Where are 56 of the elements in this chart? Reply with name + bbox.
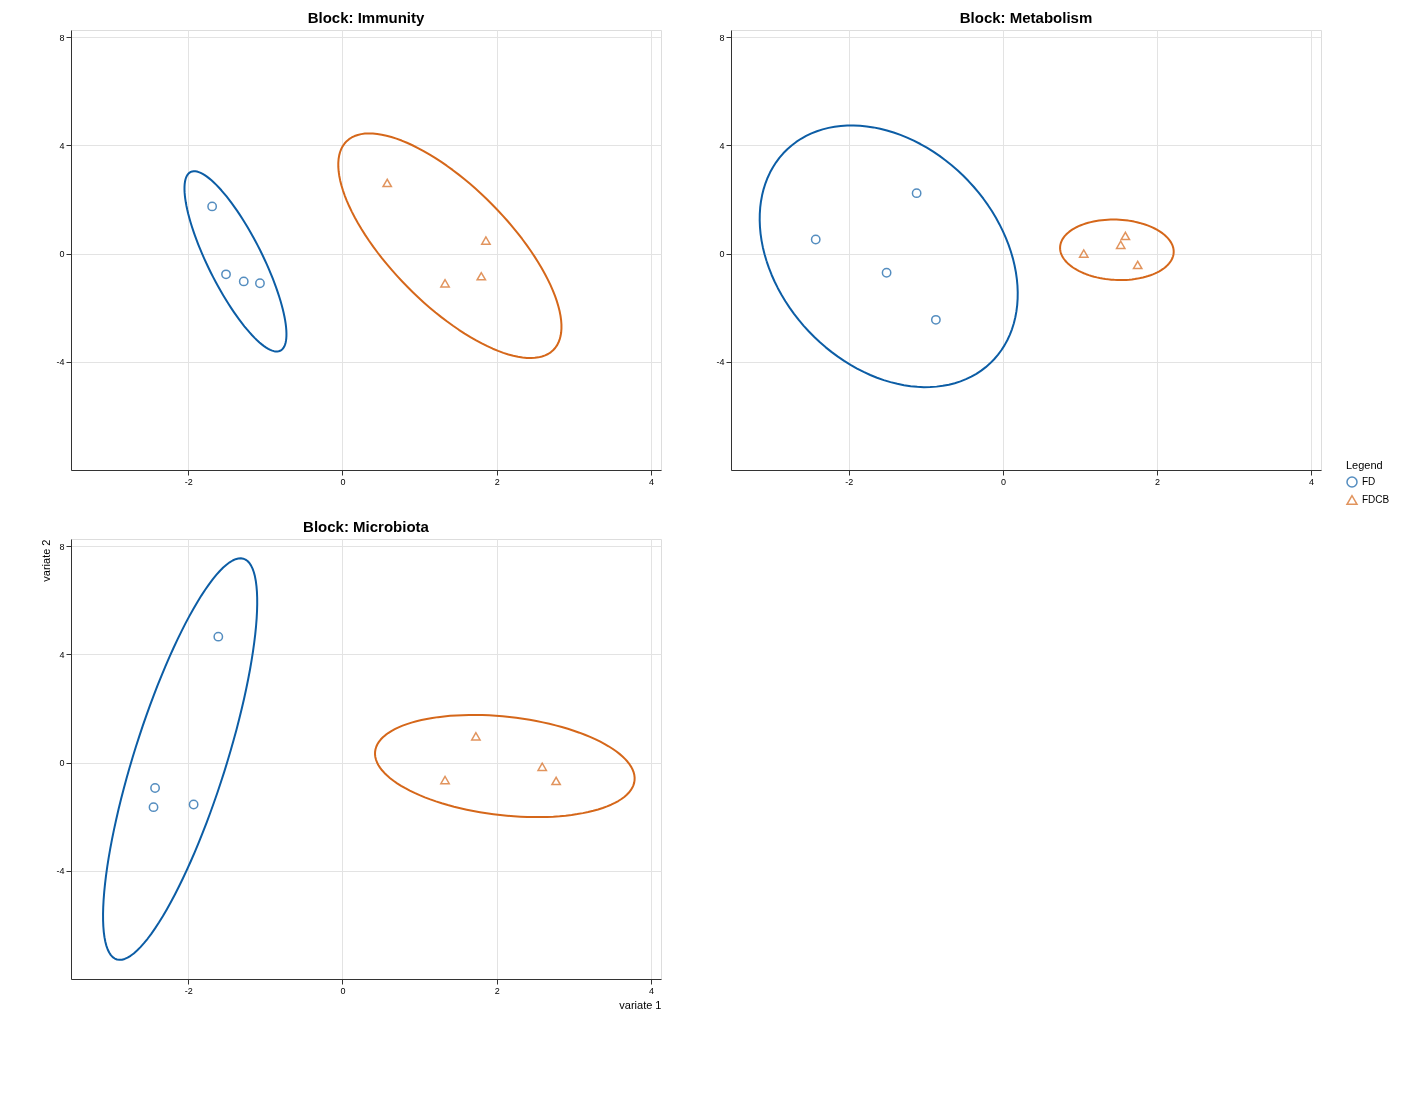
point — [382, 178, 393, 188]
point — [551, 776, 562, 786]
point — [881, 267, 892, 278]
x-tick-label: 4 — [1308, 476, 1314, 487]
point — [440, 278, 450, 288]
point — [221, 269, 231, 280]
point — [537, 762, 548, 772]
y-tick-label: 4 — [59, 140, 65, 151]
x-tick-label: 4 — [648, 985, 654, 996]
y-tick-label: 4 — [719, 140, 725, 151]
point — [207, 201, 218, 212]
x-tick-label: -2 — [184, 985, 193, 996]
point — [150, 783, 160, 793]
chart-title: Block: Immunity — [307, 9, 425, 26]
point — [213, 631, 224, 642]
point — [481, 236, 491, 245]
y-tick-label: 8 — [59, 541, 65, 552]
point — [148, 802, 159, 813]
x-tick-label: 0 — [340, 476, 346, 487]
legend-label: FD — [1362, 476, 1376, 487]
point — [476, 271, 487, 281]
chart-title: Block: Microbiota — [303, 518, 430, 535]
legend-title: Legend — [1346, 459, 1383, 471]
point — [238, 276, 249, 287]
x-tick-label: -2 — [184, 476, 193, 487]
y-tick-label: 0 — [59, 249, 65, 260]
point — [1078, 249, 1089, 258]
chart-title: Block: Metabolism — [959, 9, 1093, 26]
point — [1132, 260, 1143, 270]
y-tick-label: 8 — [59, 32, 65, 43]
x-tick-label: 2 — [494, 476, 500, 487]
x-tick-label: 2 — [1154, 476, 1160, 487]
point — [1115, 240, 1126, 250]
point — [440, 775, 450, 785]
point — [1120, 231, 1131, 241]
x-tick-label: 4 — [648, 476, 654, 487]
legend-label: FDCB — [1362, 494, 1390, 505]
y-tick-label: -4 — [56, 866, 65, 877]
y-tick-label: -4 — [716, 357, 725, 368]
x-axis-title: variate 1 — [619, 998, 662, 1011]
point — [188, 799, 199, 810]
x-tick-label: -2 — [845, 476, 854, 487]
y-tick-label: 8 — [719, 32, 725, 43]
x-tick-label: 0 — [1000, 476, 1006, 487]
y-tick-label: 4 — [59, 649, 65, 660]
point — [930, 314, 941, 325]
point — [810, 234, 821, 245]
x-tick-label: 2 — [494, 985, 500, 996]
point — [255, 278, 265, 289]
y-tick-label: 0 — [719, 249, 725, 260]
y-tick-label: 0 — [59, 758, 65, 769]
x-tick-label: 0 — [340, 985, 346, 996]
y-axis-title: variate 2 — [40, 539, 53, 582]
y-tick-label: -4 — [56, 357, 65, 368]
point — [911, 188, 922, 199]
point — [470, 731, 481, 741]
